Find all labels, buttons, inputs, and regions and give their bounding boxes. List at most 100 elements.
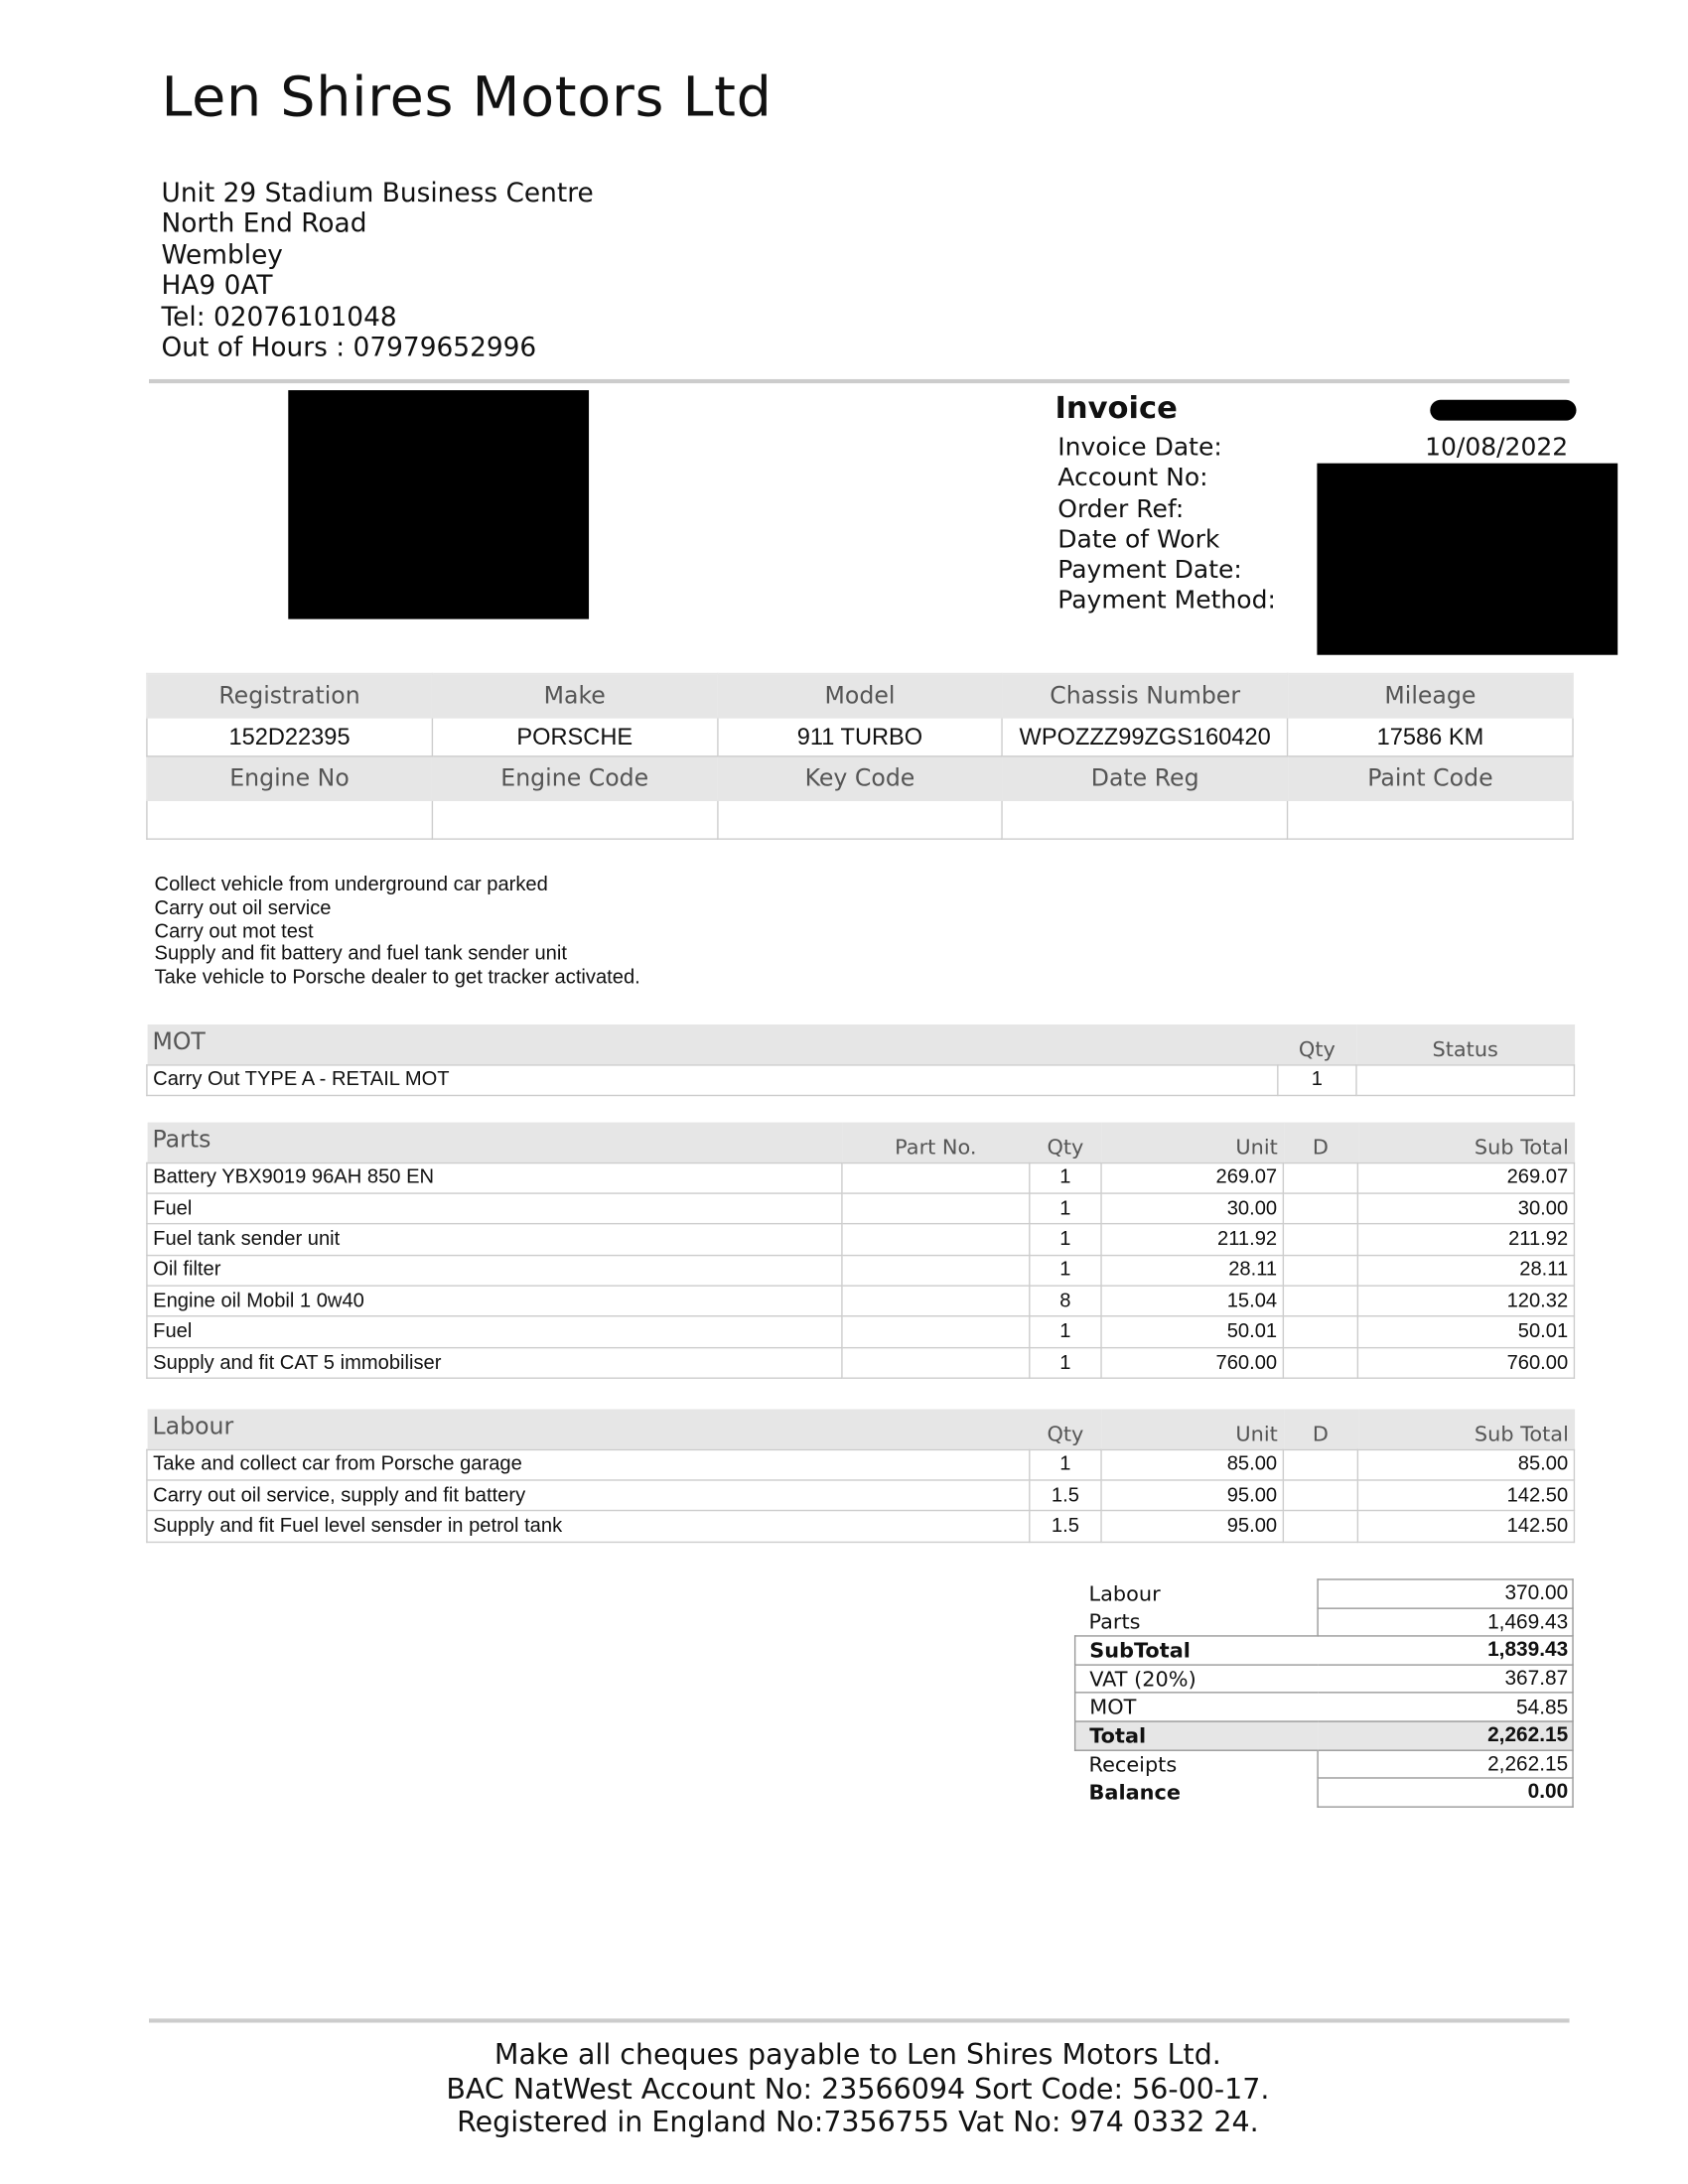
table-cell: 760.00 xyxy=(1100,1346,1285,1380)
table-cell: 1 xyxy=(1029,1448,1102,1481)
table-cell: 1 xyxy=(1029,1161,1102,1194)
totals-row: Labour 370.00 xyxy=(1075,1578,1574,1609)
totals-table: Labour 370.00 Parts 1,469.43 SubTotal 1,839.4… xyxy=(1073,1578,1574,1808)
mot-qty: 1 xyxy=(1277,1063,1357,1097)
parts-table: Parts Part No. Qty Unit D Sub Total Battery YB… xyxy=(146,1122,1576,1380)
vehicle-header: Chassis Number xyxy=(1001,672,1289,719)
table-cell xyxy=(1282,1479,1359,1512)
column-header: Qty xyxy=(1029,1409,1102,1449)
total-label: Receipts xyxy=(1088,1751,1178,1777)
total-value: 0.00 xyxy=(1317,1777,1574,1808)
total-label: Balance xyxy=(1088,1780,1181,1806)
total-value: 370.00 xyxy=(1317,1578,1574,1609)
column-header: Sub Total xyxy=(1357,1409,1575,1449)
vehicle-value xyxy=(1001,799,1289,840)
table-cell: Battery YBX9019 96AH 850 EN xyxy=(146,1161,843,1194)
redacted-invoice-details xyxy=(1317,463,1618,655)
table-cell: 269.07 xyxy=(1356,1161,1576,1194)
total-value: 2,262.15 xyxy=(1318,1720,1574,1751)
total-value: 367.87 xyxy=(1318,1664,1574,1695)
vehicle-header: Mileage xyxy=(1287,672,1574,719)
vehicle-row: Registration Make Model Chassis Number Milea… xyxy=(146,672,1574,719)
table-cell: 50.01 xyxy=(1356,1315,1576,1349)
table-cell: 95.00 xyxy=(1100,1510,1285,1543)
totals-row: VAT (20%) 367.87 xyxy=(1073,1664,1574,1695)
table-cell xyxy=(1282,1510,1359,1543)
table-cell: 211.92 xyxy=(1100,1223,1285,1256)
redacted-customer-address xyxy=(288,390,590,619)
phone: Tel: 02076101048 xyxy=(161,301,397,333)
out-of-hours-phone: Out of Hours : 07979652996 xyxy=(161,332,537,363)
table-cell xyxy=(841,1285,1031,1318)
total-value: 1,469.43 xyxy=(1317,1606,1574,1637)
table-cell xyxy=(1282,1346,1359,1380)
date-of-work-label: Date of Work xyxy=(1057,525,1220,555)
address-line: Unit 29 Stadium Business Centre xyxy=(161,178,594,208)
table-row: Supply and fit Fuel level sensder in pet… xyxy=(146,1510,1576,1543)
table-cell: Supply and fit Fuel level sensder in pet… xyxy=(146,1510,1031,1543)
table-cell: 30.00 xyxy=(1356,1192,1576,1225)
total-label: Labour xyxy=(1088,1580,1161,1606)
table-cell: Oil filter xyxy=(146,1254,843,1287)
mot-description: Carry Out TYPE A - RETAIL MOT xyxy=(146,1063,1279,1097)
cheque-note: Make all cheques payable to Len Shires M… xyxy=(493,2037,1221,2072)
table-row: Engine oil Mobil 1 0w40 8 15.04 120.32 xyxy=(146,1285,1576,1318)
column-header: Unit xyxy=(1101,1122,1284,1162)
table-cell xyxy=(1282,1223,1359,1256)
totals-row: MOT 54.85 xyxy=(1073,1692,1574,1722)
table-row: Battery YBX9019 96AH 850 EN 1 269.07 269.07 xyxy=(146,1161,1576,1194)
table-cell: Supply and fit CAT 5 immobiliser xyxy=(146,1346,843,1380)
address-line: North End Road xyxy=(161,208,367,239)
vehicle-header: Make xyxy=(431,672,719,719)
work-notes: Collect vehicle from underground car par… xyxy=(155,875,640,991)
note-line: Collect vehicle from underground car par… xyxy=(154,874,548,896)
table-cell: 85.00 xyxy=(1356,1448,1576,1481)
company-name: Len Shires Motors Ltd xyxy=(161,66,773,130)
payment-method-label: Payment Method: xyxy=(1057,586,1276,616)
table-row: Take and collect car from Porsche garage… xyxy=(146,1448,1576,1481)
registration-details: Registered in England No:7356755 Vat No:… xyxy=(457,2105,1259,2139)
mot-table: MOT Qty Status Carry Out TYPE A - RETAIL M… xyxy=(146,1024,1576,1097)
table-cell: 1 xyxy=(1029,1223,1102,1256)
total-value: 54.85 xyxy=(1318,1692,1574,1722)
payment-date-label: Payment Date: xyxy=(1057,555,1242,586)
labour-table: Labour Qty Unit D Sub Total Take and collect … xyxy=(146,1409,1576,1543)
note-line: Take vehicle to Porsche dealer to get tr… xyxy=(154,966,640,990)
table-cell: 269.07 xyxy=(1100,1161,1285,1194)
vehicle-row: Engine No Engine Code Key Code Date Reg Pain… xyxy=(146,755,1574,801)
order-ref-label: Order Ref: xyxy=(1057,494,1185,524)
vehicle-value xyxy=(716,799,1004,840)
table-cell: Carry out oil service, supply and fit ba… xyxy=(146,1479,1031,1512)
table-cell: 120.32 xyxy=(1356,1285,1576,1318)
vehicle-header: Registration xyxy=(146,672,433,719)
totals-row: Parts 1,469.43 xyxy=(1075,1606,1574,1637)
table-cell: 142.50 xyxy=(1356,1479,1576,1512)
vehicle-value: 152D22395 xyxy=(146,717,433,757)
vehicle-header: Engine No xyxy=(146,755,433,801)
column-header: D xyxy=(1283,1122,1358,1162)
footer-divider xyxy=(149,2018,1570,2023)
column-header: Sub Total xyxy=(1357,1122,1575,1162)
note-line: Carry out mot test xyxy=(154,920,314,943)
column-header: D xyxy=(1283,1409,1358,1449)
table-cell: Fuel xyxy=(146,1192,843,1225)
vehicle-header: Paint Code xyxy=(1287,755,1574,801)
table-row: Fuel tank sender unit 1 211.92 211.92 xyxy=(146,1223,1576,1256)
vehicle-value: 17586 KM xyxy=(1287,717,1574,757)
column-header: Parts xyxy=(146,1122,842,1162)
vehicle-value xyxy=(146,799,433,840)
total-label: VAT (20%) xyxy=(1073,1664,1319,1695)
table-cell: 1 xyxy=(1029,1346,1102,1380)
table-cell: 1 xyxy=(1029,1254,1102,1287)
table-row: Fuel 1 50.01 50.01 xyxy=(146,1315,1576,1349)
account-no-label: Account No: xyxy=(1057,464,1208,493)
table-cell: Engine oil Mobil 1 0w40 xyxy=(146,1285,843,1318)
address-line: Wembley xyxy=(161,239,283,270)
address-line: HA9 0AT xyxy=(161,270,273,302)
total-label: SubTotal xyxy=(1073,1635,1319,1666)
redacted-invoice-number xyxy=(1430,399,1577,421)
qty-header: Qty xyxy=(1277,1024,1356,1065)
table-cell xyxy=(841,1315,1031,1349)
table-cell xyxy=(1282,1315,1359,1349)
table-row: Supply and fit CAT 5 immobiliser 1 760.00 7… xyxy=(146,1346,1576,1380)
